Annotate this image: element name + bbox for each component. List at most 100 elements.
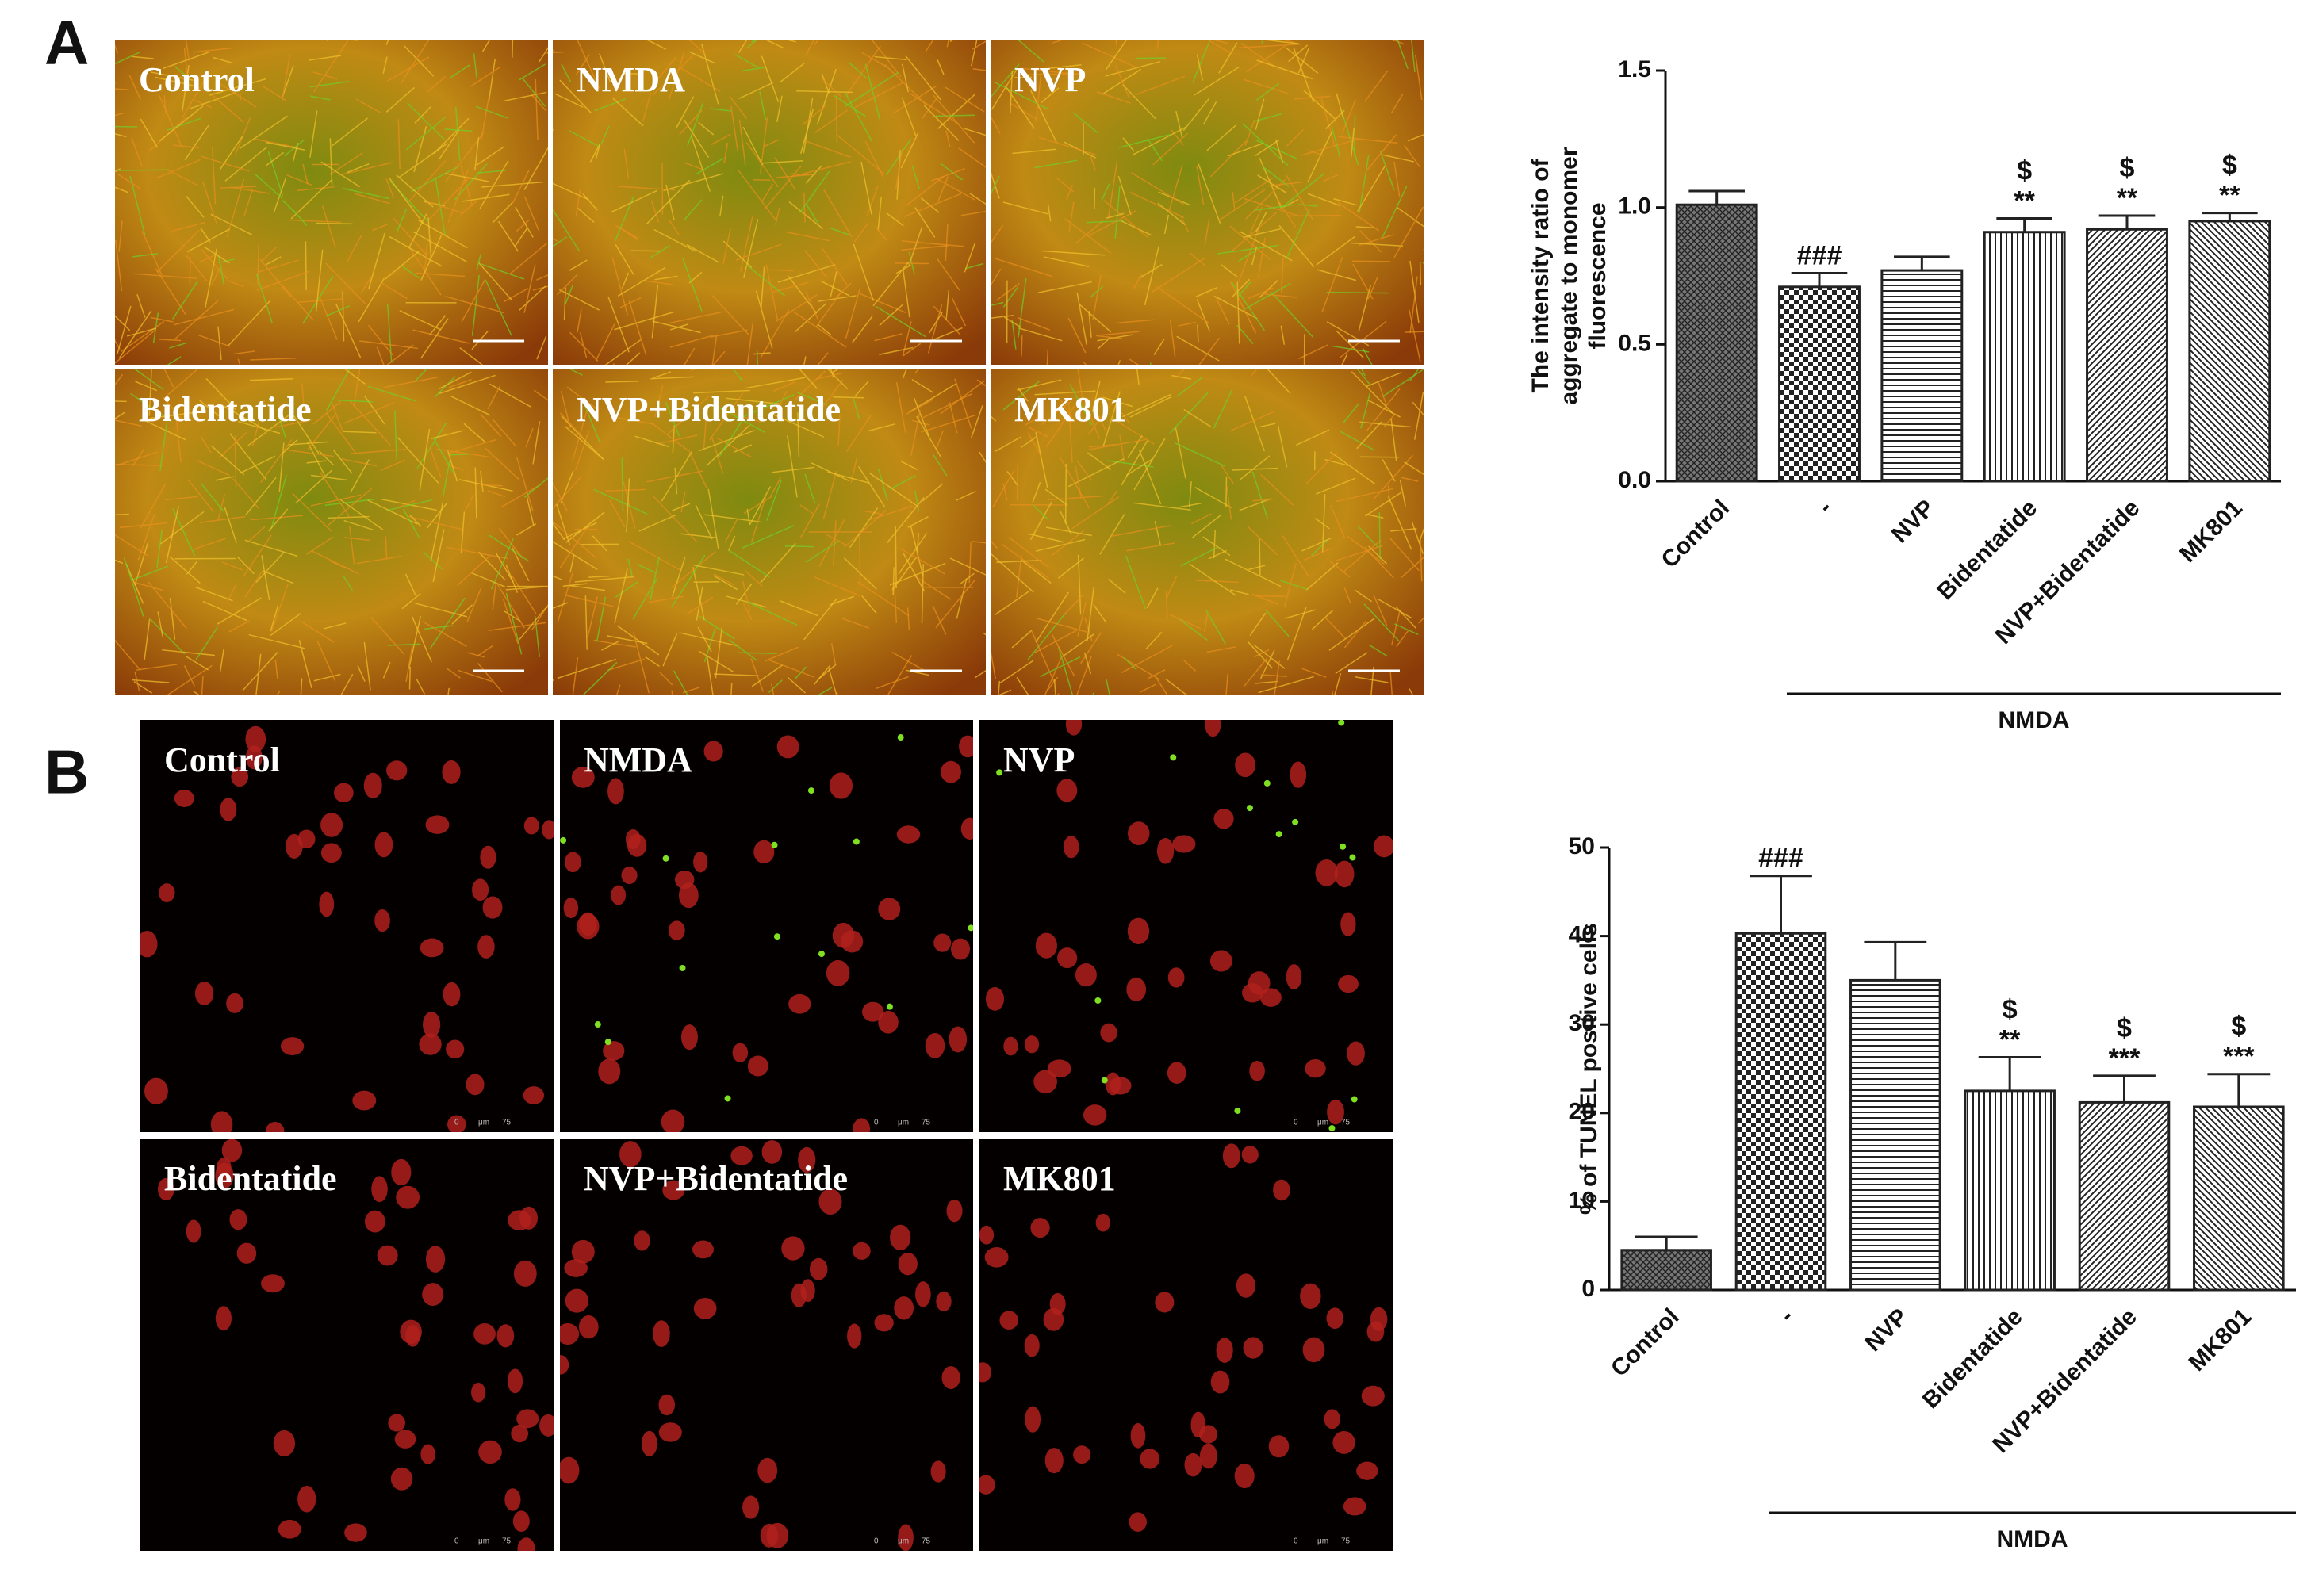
neurite (1091, 381, 1101, 412)
neurite (1156, 285, 1209, 323)
neurite (118, 220, 123, 252)
neurite (784, 545, 814, 548)
neurite (1418, 528, 1424, 543)
nucleus (215, 1306, 232, 1331)
nucleus (898, 1252, 918, 1276)
neurite (1122, 393, 1172, 418)
neurite (673, 670, 688, 695)
neurite (1285, 174, 1314, 220)
neurite (892, 567, 895, 595)
neurite (834, 282, 852, 299)
neurite (405, 645, 413, 683)
neurite (775, 390, 788, 414)
neurite (559, 522, 591, 568)
neurite (1336, 488, 1393, 503)
neurite (242, 652, 278, 691)
neurite (1106, 679, 1110, 695)
neurite (1087, 408, 1101, 439)
neurite (605, 381, 639, 383)
neurite (439, 129, 460, 159)
neurite (902, 369, 907, 379)
neurite (960, 572, 975, 584)
neurite (344, 369, 366, 385)
neurite (522, 78, 546, 107)
neurite (750, 494, 767, 542)
neurite (715, 627, 723, 679)
neurite (713, 573, 734, 586)
neurite (794, 161, 852, 177)
neurite (562, 583, 588, 587)
neurite (325, 305, 351, 317)
neurite (964, 128, 986, 136)
neurite (730, 105, 738, 151)
neurite (568, 584, 606, 591)
neurite (1194, 67, 1240, 96)
neurite (1340, 431, 1374, 451)
neurite (996, 282, 1020, 301)
x-tick-label: MK801 (2175, 495, 2248, 568)
significance-mark: ### (1758, 844, 1803, 874)
neurite (523, 196, 540, 232)
neurite (627, 558, 633, 576)
neurite (864, 63, 881, 121)
neurite (1011, 320, 1017, 350)
neurite (149, 411, 197, 419)
neurite (693, 580, 719, 584)
neurite (991, 224, 1004, 244)
neurite (340, 673, 354, 695)
neurite (833, 94, 867, 117)
neurite (134, 369, 163, 390)
neurite (1118, 134, 1171, 148)
nucleus (1130, 1423, 1146, 1449)
neurite (874, 333, 903, 342)
neurite (224, 506, 237, 544)
neurite (833, 520, 837, 566)
y-tick-label: 40 (1569, 922, 1595, 948)
neurite (115, 82, 117, 84)
neurite (185, 254, 208, 281)
nucleus (565, 852, 581, 873)
neurite (768, 659, 814, 678)
neurite (555, 93, 584, 108)
neurite (385, 86, 415, 113)
nucleus (661, 1109, 685, 1132)
neurite (288, 441, 329, 446)
neurite (668, 312, 722, 324)
neurite (1169, 320, 1176, 357)
neurite (756, 350, 758, 365)
neurite (204, 248, 218, 309)
neurite (698, 121, 715, 136)
neurite (413, 126, 427, 172)
nucleus (1234, 1463, 1255, 1489)
y-axis-label: The intensity ratio of (1527, 158, 1554, 392)
neurite (210, 445, 245, 476)
neurite (195, 586, 233, 602)
neurite (341, 457, 377, 467)
neurite (711, 335, 718, 365)
nucleus (946, 1199, 963, 1223)
neurite (905, 669, 930, 676)
neurite (641, 279, 673, 285)
nucleus (419, 1033, 442, 1055)
neurite (827, 471, 869, 484)
neurite (589, 144, 601, 163)
nucleus (229, 1209, 247, 1230)
neurite (731, 413, 762, 423)
neurite (339, 499, 384, 530)
nucleus (1083, 1104, 1107, 1126)
neurite (1194, 487, 1232, 509)
neurite (1067, 457, 1125, 488)
neurite (1363, 25, 1373, 40)
neurite (518, 285, 546, 312)
neurite (745, 570, 763, 587)
neurite (447, 668, 461, 679)
neurite (706, 424, 750, 467)
neurite (672, 503, 691, 511)
neurite (386, 344, 414, 365)
neurite (577, 207, 595, 223)
neurite (306, 536, 334, 555)
neurite (288, 450, 334, 457)
neurite (945, 86, 985, 113)
neurite (1307, 131, 1333, 182)
